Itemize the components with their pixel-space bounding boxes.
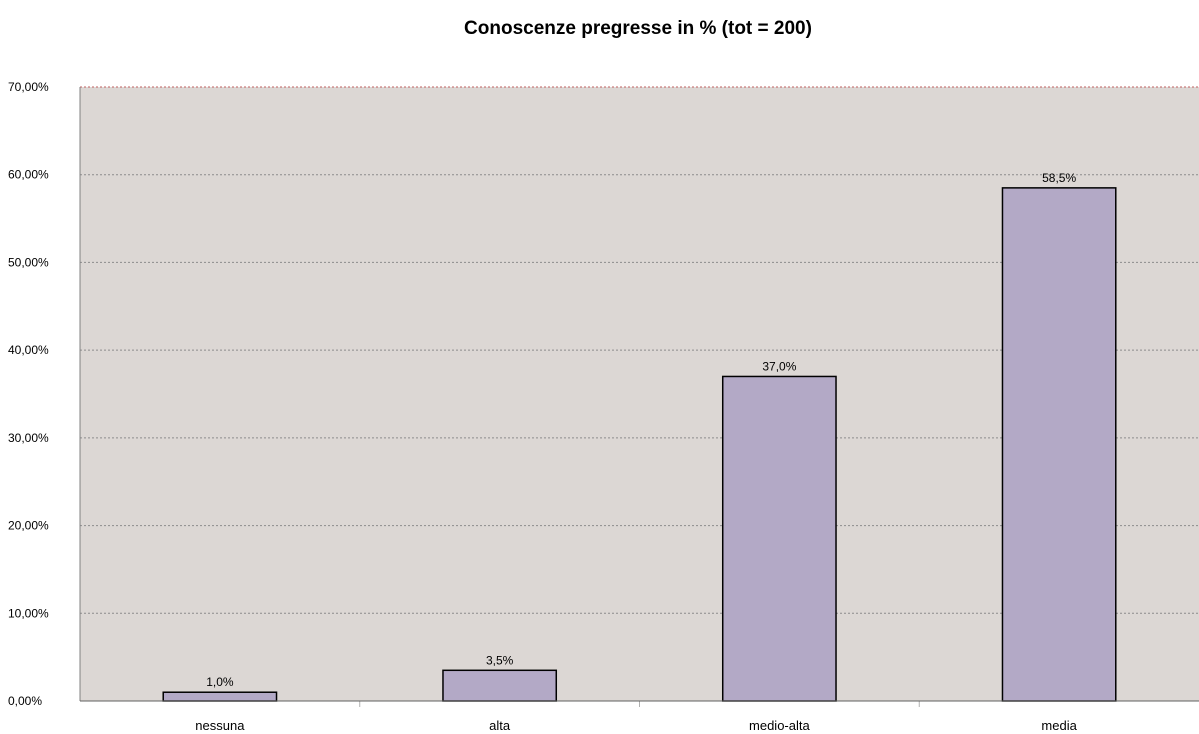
bar-medio-alta [721,375,837,702]
x-tick-label: medio-alta [749,718,810,733]
y-tick-label: 30,00% [8,431,49,445]
data-label: 1,0% [206,675,234,689]
bar-media [1001,187,1117,702]
y-axis: 0,00% 10,00% 20,00% 30,00% 40,00% 50,00% 60,00… [8,80,81,708]
x-axis: nessuna alta medio-alta media [80,700,1199,733]
data-label: 3,5% [486,653,514,667]
y-tick-label: 20,00% [8,519,49,533]
x-tick-label: nessuna [195,718,245,733]
data-label: 37,0% [762,359,796,373]
y-tick-label: 0,00% [8,694,42,708]
bar-alta [442,669,558,702]
y-tick-label: 10,00% [8,606,49,620]
bar-nessuna [162,691,278,702]
x-tick-label: alta [489,718,511,733]
chart-title: Conoscenze pregresse in % (tot = 200) [464,18,812,39]
y-tick-label: 40,00% [8,343,49,357]
y-tick-label: 60,00% [8,168,49,182]
bars: 1,0% 3,5% 37,0% 58,5% [162,171,1117,702]
x-tick-label: media [1041,718,1077,733]
data-label: 58,5% [1042,171,1076,185]
y-tick-label: 50,00% [8,255,49,269]
y-tick-label: 70,00% [8,80,49,94]
